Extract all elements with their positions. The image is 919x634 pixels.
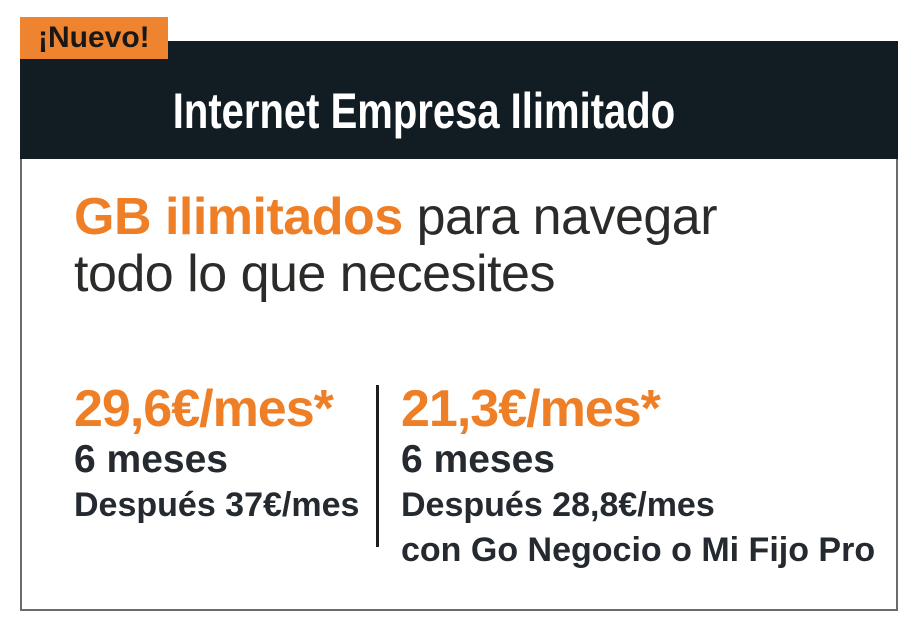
offer-header: Internet Empresa Ilimitado [20, 41, 898, 159]
price-column-standard: 29,6€/mes* 6 meses Después 37€/mes [74, 381, 376, 528]
pricing-row: 29,6€/mes* 6 meses Después 37€/mes 21,3€… [74, 381, 875, 573]
column-divider [376, 385, 379, 547]
price-after: Después 28,8€/mes [401, 486, 715, 524]
price-condition: con Go Negocio o Mi Fijo Pro [401, 531, 876, 569]
offer-card: GB ilimitados para navegar todo lo que n… [20, 159, 898, 611]
offer-title: Internet Empresa Ilimitado [172, 83, 676, 139]
price-value: 29,6€/mes* [74, 380, 334, 438]
price-value: 21,3€/mes* [401, 380, 661, 438]
new-badge-label: ¡Nuevo! [38, 21, 150, 54]
price-duration: 6 meses [74, 438, 228, 481]
headline-highlight: GB ilimitados [74, 188, 403, 246]
price-column-bundle: 21,3€/mes* 6 meses Después 28,8€/mes con… [379, 381, 875, 573]
price-after: Después 37€/mes [74, 486, 360, 524]
new-badge: ¡Nuevo! [20, 17, 168, 59]
price-duration: 6 meses [401, 438, 555, 481]
headline: GB ilimitados para navegar todo lo que n… [74, 189, 819, 303]
headline-rest: para navegar todo lo que necesites [74, 188, 718, 303]
